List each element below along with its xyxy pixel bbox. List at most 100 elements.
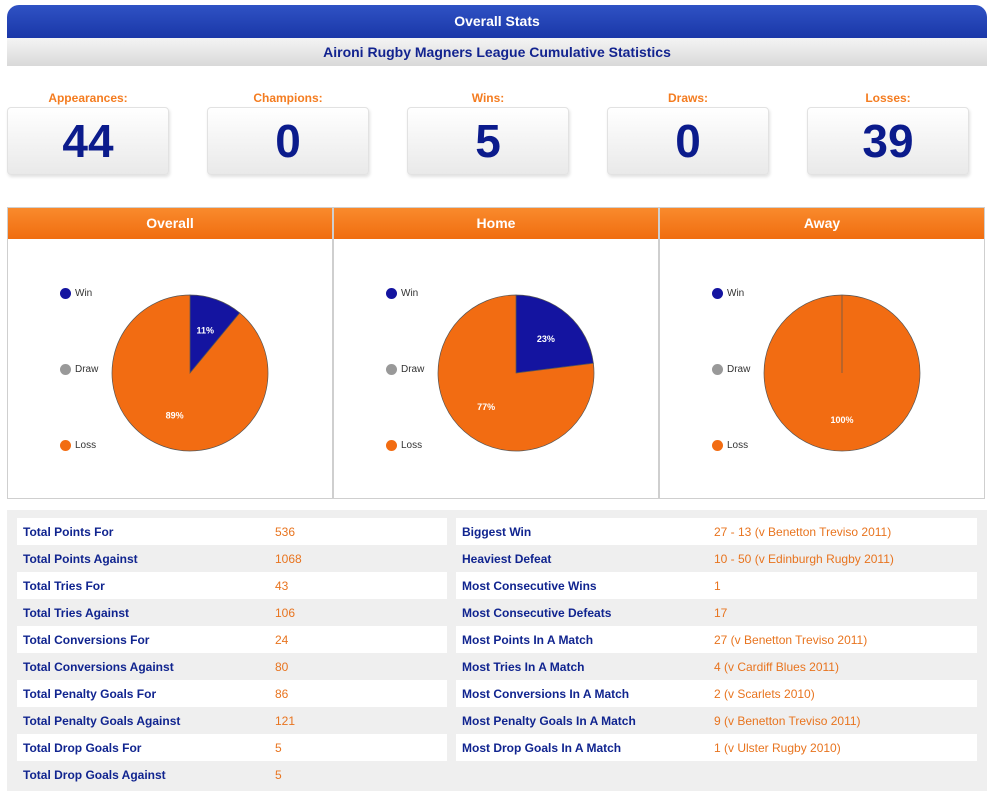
stat-value: 5 [407,107,569,175]
stat-row-value: 24 [269,626,447,653]
legend-label: Loss [75,440,97,451]
right-stats-table: Biggest Win 27 - 13 (v Benetton Treviso 2… [456,518,977,761]
stat-row-value: 5 [269,761,447,788]
legend-item-win: Win [386,288,418,299]
stat-row-label: Most Drop Goals In A Match [456,734,708,761]
legend-dot-draw [60,364,71,375]
stat-row-label: Most Tries In A Match [456,653,708,680]
pie-value-label: 11% [197,325,215,335]
legend-dot-win [712,288,723,299]
table-row: Most Points In A Match 27 (v Benetton Tre… [456,626,977,653]
stat-row-value: 27 - 13 (v Benetton Treviso 2011) [708,518,977,545]
left-stats-table: Total Points For 536 Total Points Against 1… [17,518,447,788]
stats-tables: Total Points For 536 Total Points Against 1… [7,510,987,791]
table-row: Most Drop Goals In A Match 1 (v Ulster Ru… [456,734,977,761]
table-row: Total Points Against 1068 [17,545,447,572]
stat-label: Draws: [667,91,708,105]
legend-item-draw: Draw [60,364,98,375]
stat-label: Wins: [471,91,505,105]
stat-losses: Losses: 39 [807,88,969,178]
table-row: Most Consecutive Wins 1 [456,572,977,599]
stat-row-label: Total Points For [17,518,269,545]
legend-dot-loss [712,440,723,451]
stat-value: 0 [607,107,769,175]
legend-dot-win [386,288,397,299]
overall-pie-panel: Overall Win Draw Loss 11% 89% [7,207,333,499]
away-pie-panel: Away Win Draw Loss 100% [659,207,985,499]
table-row: Heaviest Defeat 10 - 50 (v Edinburgh Rugb… [456,545,977,572]
stat-row-value: 2 (v Scarlets 2010) [708,680,977,707]
table-row: Total Penalty Goals Against 121 [17,707,447,734]
stat-row-value: 43 [269,572,447,599]
legend-item-win: Win [60,288,92,299]
stat-row-value: 80 [269,653,447,680]
legend-label: Loss [727,440,749,451]
legend-dot-loss [60,440,71,451]
table-row: Total Drop Goals For 5 [17,734,447,761]
home-pie-panel: Home Win Draw Loss 23% 77% [333,207,659,499]
stat-label: Appearances: [48,91,128,105]
stat-row-value: 27 (v Benetton Treviso 2011) [708,626,977,653]
table-row: Most Penalty Goals In A Match 9 (v Benett… [456,707,977,734]
legend-item-loss: Loss [60,440,96,451]
table-row: Biggest Win 27 - 13 (v Benetton Treviso 2… [456,518,977,545]
away-pie-chart: 100% [763,294,921,452]
pie-value-label: 77% [477,402,495,412]
stat-row-value: 9 (v Benetton Treviso 2011) [708,707,977,734]
legend-dot-draw [712,364,723,375]
stat-row-label: Total Conversions Against [17,653,269,680]
table-row: Total Conversions For 24 [17,626,447,653]
legend-item-loss: Loss [712,440,748,451]
stat-row-label: Total Penalty Goals Against [17,707,269,734]
stat-row-label: Most Consecutive Wins [456,572,708,599]
stat-row-value: 121 [269,707,447,734]
legend-dot-loss [386,440,397,451]
legend-item-win: Win [712,288,744,299]
pie-value-label: 100% [830,415,853,425]
pie-value-label: 23% [537,334,555,344]
stat-row-label: Total Points Against [17,545,269,572]
stat-row-label: Total Drop Goals For [17,734,269,761]
pie-panel-title: Away [660,208,984,239]
legend-label: Draw [75,364,99,375]
legend-label: Win [401,288,419,299]
legend-label: Win [75,288,93,299]
pie-slice-loss [111,294,269,452]
stat-row-label: Most Consecutive Defeats [456,599,708,626]
table-row: Total Tries Against 106 [17,599,447,626]
stat-row-label: Biggest Win [456,518,708,545]
table-row: Most Consecutive Defeats 17 [456,599,977,626]
stat-row-label: Total Tries For [17,572,269,599]
stat-row-value: 536 [269,518,447,545]
stat-row-value: 4 (v Cardiff Blues 2011) [708,653,977,680]
stat-row-value: 1 (v Ulster Rugby 2010) [708,734,977,761]
stat-row-label: Heaviest Defeat [456,545,708,572]
table-row: Most Conversions In A Match 2 (v Scarlets… [456,680,977,707]
overall-pie-chart: 11% 89% [111,294,269,452]
stat-row-value: 5 [269,734,447,761]
stat-label: Champions: [253,91,323,105]
legend-dot-win [60,288,71,299]
pie-panel-title: Home [334,208,658,239]
stat-row-label: Total Drop Goals Against [17,761,269,788]
stat-row-label: Total Penalty Goals For [17,680,269,707]
home-pie-chart: 23% 77% [437,294,595,452]
legend-item-draw: Draw [712,364,750,375]
pie-slice-win [515,294,594,374]
stat-row-value: 106 [269,599,447,626]
table-row: Total Drop Goals Against 5 [17,761,447,788]
stat-row-label: Total Tries Against [17,599,269,626]
table-row: Total Conversions Against 80 [17,653,447,680]
stat-appearances: Appearances: 44 [7,88,169,178]
table-row: Total Points For 536 [17,518,447,545]
stat-champions: Champions: 0 [207,88,369,178]
stat-row-label: Most Points In A Match [456,626,708,653]
legend-label: Win [727,288,745,299]
stat-draws: Draws: 0 [607,88,769,178]
stat-label: Losses: [865,91,911,105]
stat-row-label: Total Conversions For [17,626,269,653]
table-row: Total Tries For 43 [17,572,447,599]
table-row: Total Penalty Goals For 86 [17,680,447,707]
stat-row-label: Most Conversions In A Match [456,680,708,707]
legend-item-draw: Draw [386,364,424,375]
